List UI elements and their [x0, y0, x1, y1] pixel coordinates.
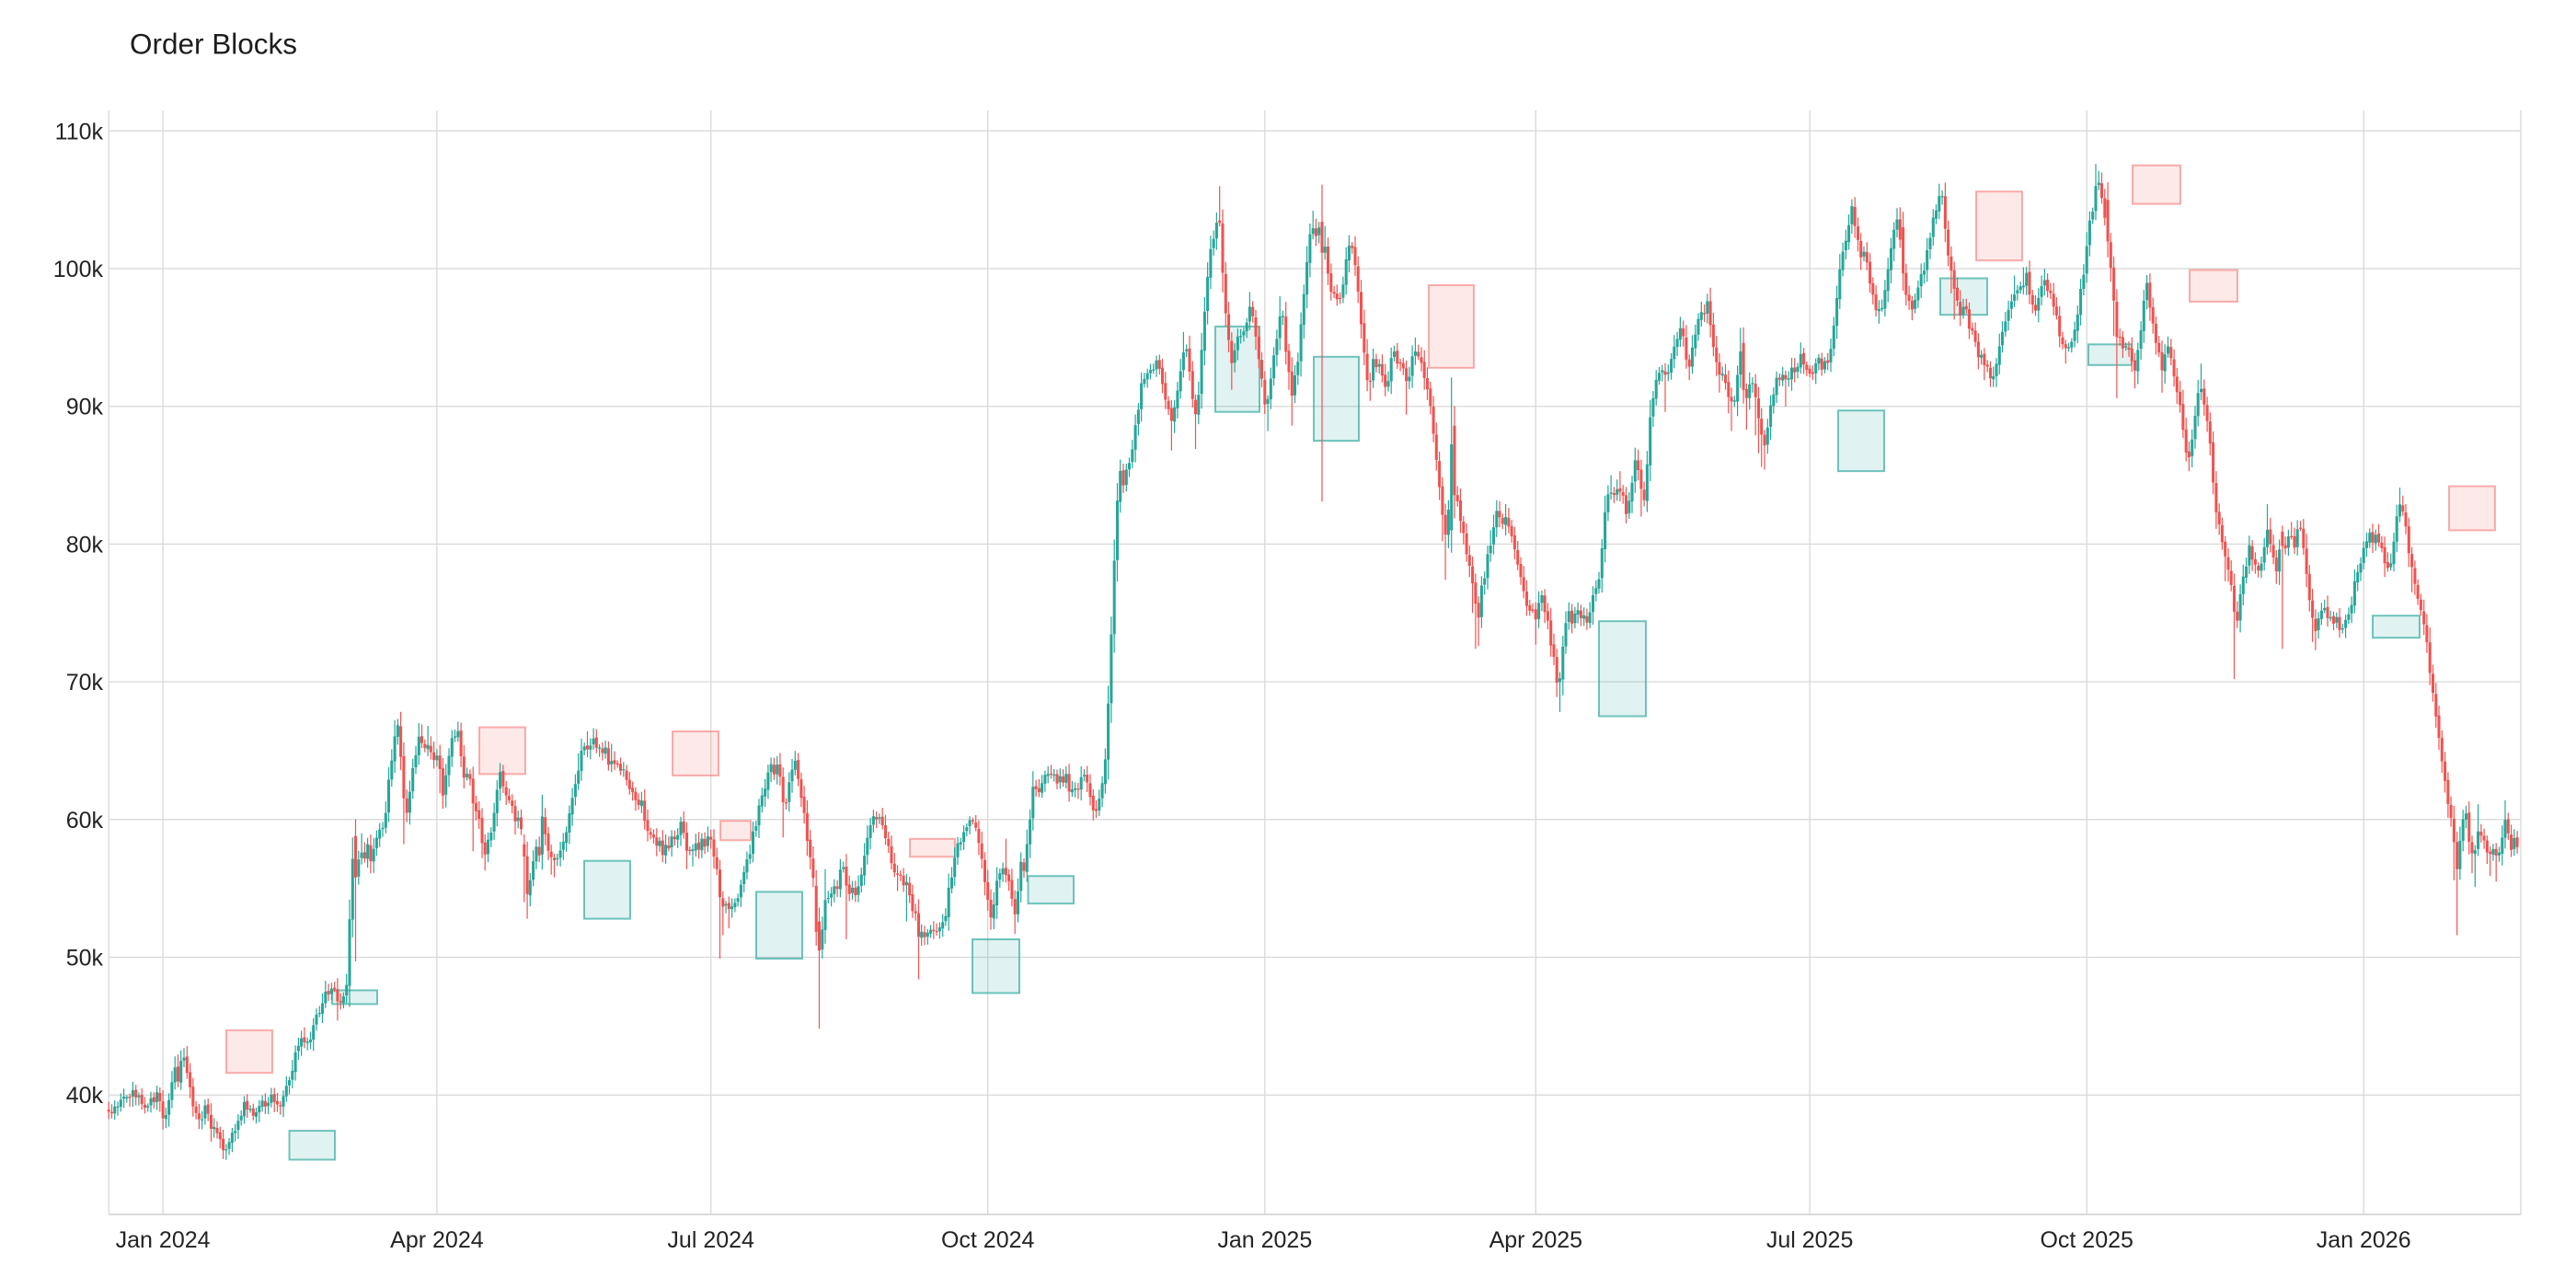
svg-text:100k: 100k: [53, 257, 104, 282]
svg-text:Jan 2025: Jan 2025: [1217, 1227, 1312, 1253]
svg-text:50k: 50k: [66, 946, 104, 972]
svg-text:80k: 80k: [66, 532, 104, 558]
svg-text:Jul 2024: Jul 2024: [667, 1227, 754, 1253]
svg-text:Jan 2026: Jan 2026: [2317, 1227, 2411, 1253]
svg-text:Jul 2025: Jul 2025: [1766, 1227, 1854, 1253]
svg-text:Oct 2025: Oct 2025: [2040, 1227, 2133, 1253]
svg-text:110k: 110k: [55, 119, 104, 144]
svg-text:Jan 2024: Jan 2024: [116, 1227, 211, 1253]
svg-text:Apr 2025: Apr 2025: [1489, 1227, 1582, 1253]
svg-text:90k: 90k: [66, 395, 104, 420]
svg-text:70k: 70k: [66, 670, 104, 696]
svg-text:40k: 40k: [66, 1083, 104, 1109]
svg-text:Apr 2024: Apr 2024: [390, 1227, 484, 1253]
svg-text:60k: 60k: [66, 808, 104, 834]
svg-text:Order Blocks: Order Blocks: [130, 28, 297, 61]
svg-text:Oct 2024: Oct 2024: [941, 1227, 1035, 1253]
